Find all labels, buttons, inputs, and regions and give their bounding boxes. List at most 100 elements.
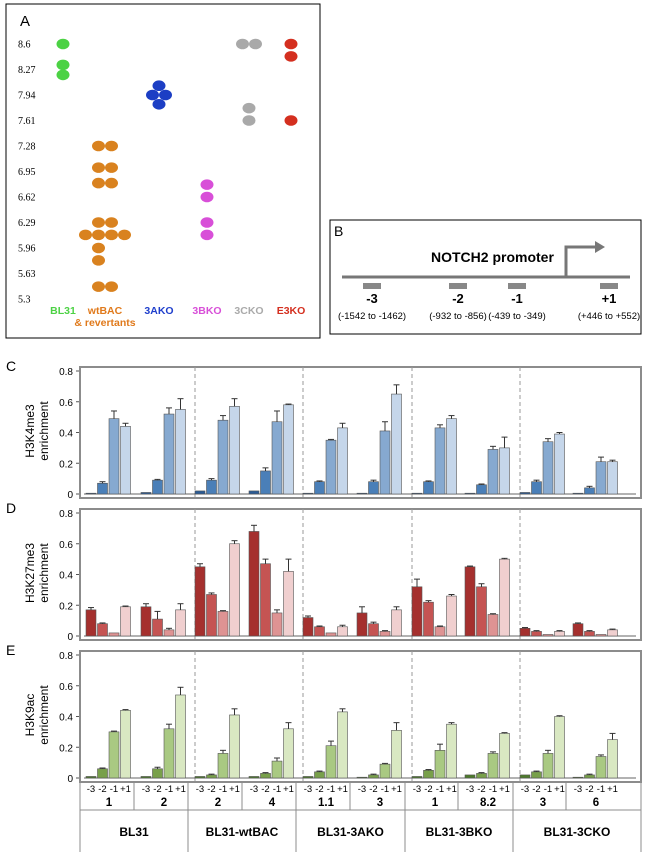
bar [140,606,152,637]
bar [97,623,108,637]
bar [120,606,131,637]
panel-a: A 8.6 8.27 7.94 7.61 7.28 6.95 6.62 6.29 5.96 5.6… [5,3,321,339]
x-tick-label: -1 [544,784,552,795]
bar [325,439,337,495]
x-tick-label: -1 [597,784,605,795]
bar [229,406,240,495]
bar [554,631,565,637]
x-tick-label: +1 [446,784,457,795]
panel-d: D H3K27me3enrichment 0 0.2 0.4 0.6 0.8 [6,500,642,643]
region-range: (-439 to -349) [488,311,546,322]
dot-bl31 [56,59,70,71]
panel-c: C H3K4me3enrichment 0 0.2 0.4 0.6 0.8 [6,358,642,501]
dot-3bko [200,217,214,228]
bar [97,768,108,779]
panel-frame [79,366,642,499]
y-tick-label: 0 [67,490,73,501]
bar [337,626,348,637]
x-tick-label: -1 [489,784,497,795]
clone-label: 4 [269,797,276,809]
group-label-wtbac: wtBAC [87,305,123,317]
bar [391,730,402,779]
bar [379,631,391,637]
bar [391,393,402,495]
bar [356,776,368,779]
dot-wtbac [118,229,131,241]
bar [542,634,554,637]
region-id: -3 [366,291,378,306]
region-marker [363,283,381,289]
bar [85,609,97,637]
x-tick-label: +1 [229,784,240,795]
bar [446,595,457,637]
cell-line-label: BL31-3AKO [317,825,384,839]
y-tick-label: 0.8 [59,509,73,520]
bar [271,421,283,495]
y-axis-label: H3K9acenrichment [23,685,51,745]
bar [163,413,175,495]
bar [248,490,260,495]
y-tick-label: 0.8 [59,367,73,378]
bar [554,716,565,779]
bar [206,479,217,495]
group-label-3cko: 3CKO [234,305,263,317]
y-tick-label: 0.8 [59,651,73,662]
x-tick-label: -2 [98,784,106,795]
region-range: (-932 to -856) [429,311,487,322]
dot-e3ko [284,51,298,62]
bar [108,731,120,779]
cell-line-label: BL31-3BKO [426,825,493,839]
bar [499,558,510,637]
bar [434,626,446,637]
bar [314,626,325,637]
dot-wtbac [105,140,118,152]
region-range: (+446 to +552) [578,311,640,322]
y-tick-label: 0.6 [59,540,73,551]
dot-wtbac [92,162,105,173]
panel-frame [79,650,642,783]
panel-a-ytick: 5.63 [18,269,36,280]
bar [476,773,487,779]
bar [194,776,206,779]
bar [487,449,499,495]
bar [108,418,120,495]
group-label-3bko: 3BKO [192,305,221,317]
x-tick-label: -3 [574,784,582,795]
bar [206,774,217,779]
y-tick-label: 0.6 [59,682,73,693]
bar [175,409,186,495]
bar [175,609,186,637]
bar [411,776,423,779]
x-tick-label: -3 [304,784,312,795]
clone-label: 3 [377,797,383,809]
y-tick-label: 0.2 [59,743,73,754]
dot-3ako [159,89,172,101]
bar [499,447,510,495]
region-id: +1 [602,291,617,306]
panel-a-ytick: 7.28 [18,142,36,153]
bar [607,629,618,637]
panel-b-frame [329,219,642,335]
y-tick-label: 0 [67,632,73,643]
bar [423,770,434,779]
bar [325,745,337,779]
x-tick-label: +1 [337,784,348,795]
bar [152,768,163,779]
x-tick-label: -2 [532,784,540,795]
bar [271,760,283,779]
dot-3ako [152,80,166,92]
bar [595,461,607,495]
x-tick-label: -2 [261,784,269,795]
region-marker [508,283,526,289]
bar [379,430,391,495]
bar [356,492,368,495]
panel-a-ytick: 8.6 [18,40,31,51]
clone-label: 2 [215,797,221,809]
panel-e: E H3K9acenrichment 0 0.2 0.4 0.6 0.8 [6,642,642,785]
bar [584,774,595,779]
bar [584,487,595,495]
dot-wtbac [92,177,105,189]
bar [314,771,325,779]
dot-3ako [146,89,159,101]
